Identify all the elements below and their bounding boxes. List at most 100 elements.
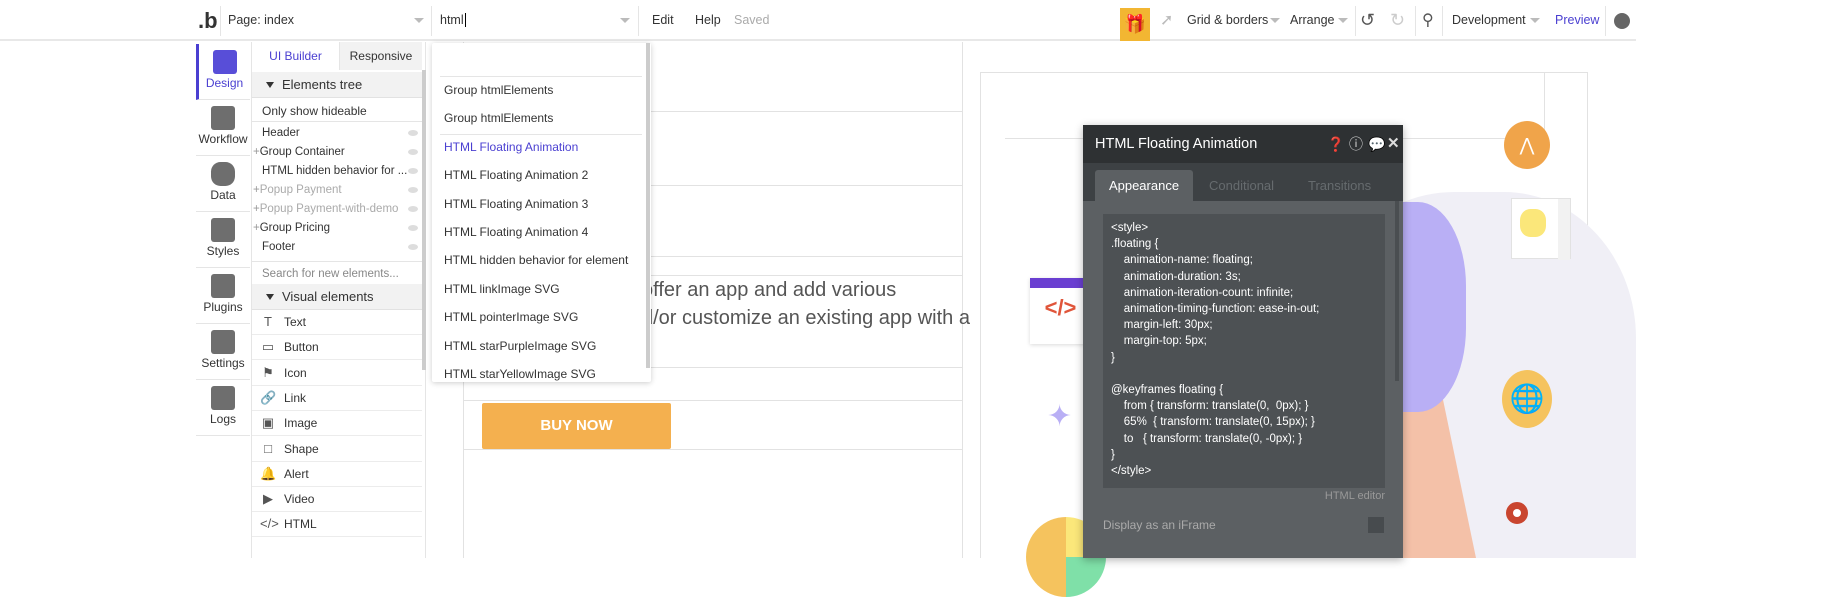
- dropdown-item[interactable]: HTML starYellowImage SVG: [444, 367, 596, 381]
- visual-element-alert[interactable]: 🔔 Alert: [252, 462, 422, 487]
- visual-element-text[interactable]: T Text: [252, 310, 422, 335]
- plug-icon: [211, 274, 235, 298]
- eye-icon[interactable]: [408, 225, 418, 231]
- icon-icon: ⚑: [262, 364, 274, 380]
- avatar-icon[interactable]: [1614, 13, 1630, 29]
- eye-icon[interactable]: [408, 206, 418, 212]
- dropdown-item[interactable]: Group htmlElements: [444, 111, 554, 126]
- edit-menu[interactable]: Edit: [652, 13, 674, 27]
- visual-element-icon[interactable]: ⚑ Icon: [252, 361, 422, 386]
- eye-icon[interactable]: [408, 130, 418, 136]
- dropdown-item[interactable]: Group htmlElements: [444, 83, 554, 97]
- dropdown-item[interactable]: HTML Floating Animation 3: [444, 196, 589, 211]
- tab-conditional[interactable]: Conditional: [1209, 178, 1275, 193]
- tree-item[interactable]: +Popup Payment-with-demo: [252, 200, 422, 219]
- sidebar-item-data[interactable]: Data: [196, 156, 250, 212]
- pointer-image[interactable]: [1506, 502, 1528, 524]
- search-icon[interactable]: ⚲: [1422, 12, 1434, 29]
- dropdown-scrollbar[interactable]: [646, 43, 650, 368]
- visual-element-shape[interactable]: □ Shape: [252, 437, 422, 462]
- dropdown-item[interactable]: HTML starPurpleImage SVG: [444, 338, 597, 353]
- close-icon[interactable]: ✕: [1387, 135, 1400, 152]
- undo-icon[interactable]: ↺: [1360, 10, 1376, 30]
- popup-scrollbar[interactable]: [1395, 201, 1399, 381]
- sidebar-item-workflow[interactable]: Workflow: [196, 100, 250, 156]
- tab-ui-builder[interactable]: UI Builder: [252, 42, 340, 70]
- dropdown-item[interactable]: HTML Floating Animation: [444, 139, 579, 154]
- buy-now-button[interactable]: BUY NOW: [482, 403, 671, 449]
- main-sidebar: Design Workflow Data Styles Plugins Settings L…: [196, 42, 250, 442]
- environment-selector[interactable]: Development: [1452, 13, 1526, 27]
- sidebar-item-label: Styles: [206, 244, 240, 258]
- tree-item-label: Group Pricing: [259, 222, 331, 234]
- visual-element-html[interactable]: </> HTML: [252, 512, 422, 538]
- sidebar-item-label: Logs: [209, 412, 237, 426]
- eye-icon[interactable]: [408, 244, 418, 250]
- cursor-icon[interactable]: ➚: [1160, 12, 1174, 29]
- dropdown-item[interactable]: HTML pointerImage SVG: [444, 310, 579, 325]
- help-icon[interactable]: ❓: [1327, 136, 1345, 152]
- tree-item[interactable]: +Popup Payment: [252, 181, 422, 200]
- search-elements-input[interactable]: Search for new elements...: [252, 261, 422, 285]
- chevron-down-icon: [1270, 18, 1280, 23]
- element-search-input[interactable]: html: [440, 13, 466, 27]
- dropdown-item[interactable]: HTML Floating Animation 2: [444, 168, 589, 183]
- bubble-logo[interactable]: .b: [198, 8, 218, 33]
- gift-icon[interactable]: 🎁: [1120, 8, 1150, 41]
- dropdown-item[interactable]: HTML hidden behavior for element: [444, 253, 629, 268]
- arrange-menu[interactable]: Arrange: [1290, 13, 1335, 27]
- chevron-down-icon[interactable]: [414, 18, 424, 23]
- redo-icon[interactable]: ↻: [1390, 10, 1406, 30]
- tree-item[interactable]: +Group Container: [252, 143, 422, 162]
- expand-icon[interactable]: +: [253, 184, 260, 196]
- sidebar-item-settings[interactable]: Settings: [196, 324, 250, 380]
- panel-scrollbar[interactable]: [422, 70, 426, 370]
- tab-appearance[interactable]: Appearance: [1095, 170, 1193, 201]
- sidebar-item-logs[interactable]: Logs: [196, 380, 250, 436]
- info-icon[interactable]: ⓘ: [1349, 136, 1363, 152]
- button-icon: ▭: [261, 339, 275, 355]
- page-selector[interactable]: Page: index: [228, 13, 295, 27]
- visual-element-label: Link: [284, 390, 307, 405]
- text-icon: T: [264, 314, 272, 329]
- tree-item[interactable]: Footer: [252, 238, 422, 257]
- tree-item[interactable]: +Group Pricing: [252, 219, 422, 238]
- tab-transitions[interactable]: Transitions: [1308, 178, 1372, 193]
- eye-icon[interactable]: [408, 168, 418, 174]
- code-image[interactable]: </>: [1030, 278, 1091, 344]
- comment-icon[interactable]: 💬: [1368, 136, 1386, 152]
- visual-element-button[interactable]: ▭ Button: [252, 335, 422, 361]
- dropdown-item[interactable]: HTML linkImage SVG: [444, 281, 560, 296]
- preview-button[interactable]: Preview: [1555, 13, 1600, 27]
- star-yellow-image[interactable]: [1511, 198, 1571, 260]
- chevron-down-icon[interactable]: [620, 18, 630, 23]
- html-code-editor[interactable]: <style> .floating { animation-name: floa…: [1103, 214, 1385, 488]
- eye-icon[interactable]: [408, 187, 418, 193]
- help-menu[interactable]: Help: [695, 13, 721, 27]
- iframe-checkbox[interactable]: [1368, 517, 1384, 533]
- grid-borders-menu[interactable]: Grid & borders: [1187, 13, 1269, 27]
- sidebar-item-design[interactable]: Design: [196, 44, 250, 100]
- tab-responsive[interactable]: Responsive: [340, 42, 422, 70]
- tree-item[interactable]: HTML hidden behavior for ...: [252, 162, 422, 181]
- tree-item[interactable]: Header: [252, 124, 422, 143]
- eye-icon[interactable]: [408, 149, 418, 155]
- tree-item-label: Header: [262, 127, 300, 139]
- elements-tree-header[interactable]: Elements tree: [252, 72, 422, 98]
- sidebar-item-styles[interactable]: Styles: [196, 212, 250, 268]
- expand-icon[interactable]: +: [253, 222, 260, 234]
- visual-element-link[interactable]: 🔗 Link: [252, 386, 422, 411]
- link-icon: 🔗: [260, 389, 277, 405]
- sidebar-item-plugins[interactable]: Plugins: [196, 268, 250, 324]
- visual-element-image[interactable]: ▣ Image: [252, 411, 422, 437]
- expand-icon[interactable]: +: [253, 146, 260, 158]
- sidebar-item-label: Design: [205, 76, 244, 90]
- visual-element-label: Button: [284, 340, 319, 355]
- visual-element-video[interactable]: ▶ Video: [252, 487, 422, 513]
- popup-title[interactable]: HTML Floating Animation ❓ ⓘ 💬 ✕: [1083, 125, 1403, 163]
- expand-icon[interactable]: +: [253, 203, 260, 215]
- star-purple-image[interactable]: ✦: [1047, 400, 1073, 433]
- only-hideable-label: Only show hideable: [252, 100, 422, 122]
- visual-elements-header[interactable]: Visual elements: [252, 284, 422, 310]
- dropdown-item[interactable]: HTML Floating Animation 4: [444, 225, 589, 239]
